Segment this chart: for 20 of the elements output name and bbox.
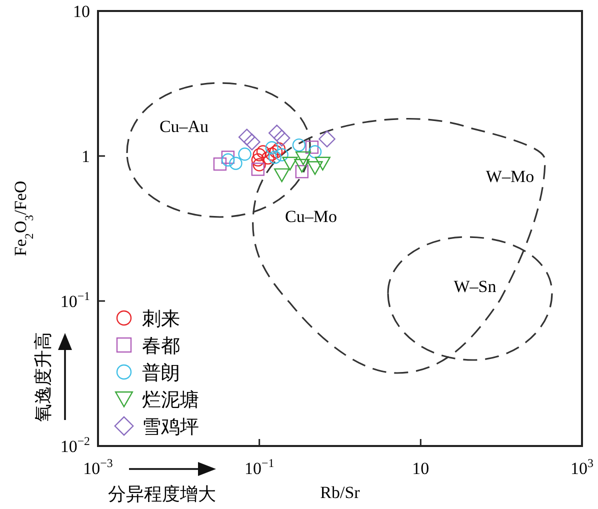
legend-label: 雪鸡坪: [142, 417, 199, 438]
x-tick-label: 10$^{3}$: [570, 456, 594, 478]
x-tick-label: 10$^{−1}$: [244, 456, 274, 478]
annotation: W–Sn: [454, 276, 497, 296]
annotation: W–Mo: [486, 166, 534, 186]
annotation: Cu–Mo: [285, 206, 337, 226]
y-tick-label: 10: [73, 2, 90, 21]
legend-label: 春都: [142, 336, 180, 357]
annotation: Cu–Au: [159, 116, 210, 136]
y-tick-label: 10$^{−2}$: [60, 434, 90, 456]
legend-label: 烂泥塘: [142, 389, 199, 411]
text: 分异程度增大: [108, 484, 216, 504]
y-tick-label: 1: [82, 147, 90, 166]
x-axis-title: Rb/Sr: [320, 483, 360, 502]
legend-label: 刺来: [142, 309, 180, 330]
text: 氧逸度升高: [33, 332, 53, 422]
legend-label: 普朗: [142, 362, 180, 384]
x-tick-label: 10$^{−3}$: [83, 456, 113, 478]
y-tick-label: 10$^{−1}$: [60, 289, 90, 311]
x-tick-label: 10: [412, 459, 430, 478]
